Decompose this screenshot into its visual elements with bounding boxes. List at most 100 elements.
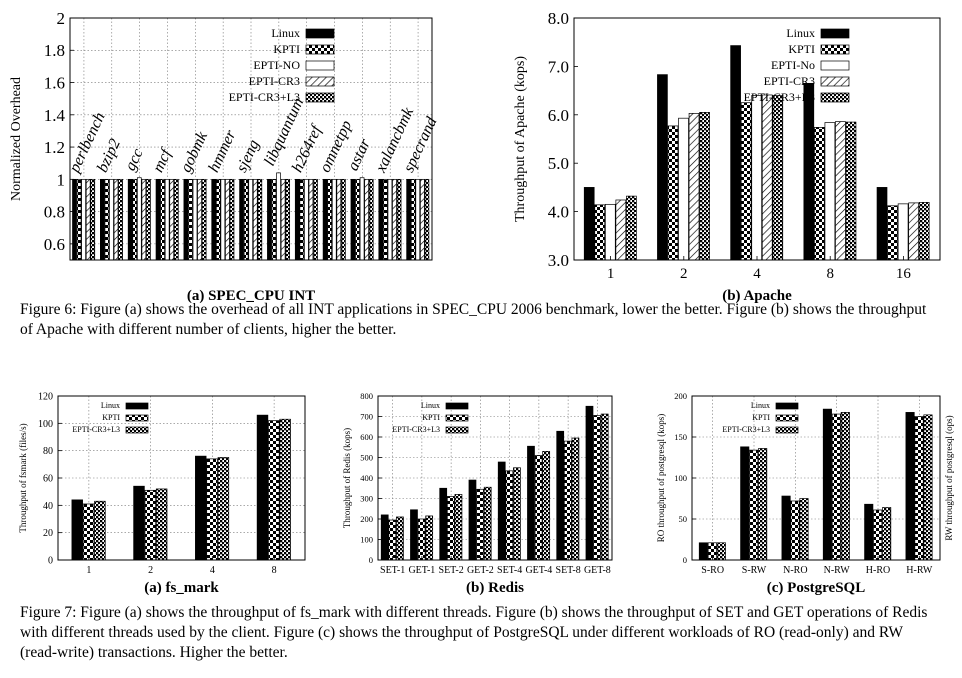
x-tick-label: GET-8 (584, 565, 611, 576)
y-tick-label: 0 (369, 555, 373, 565)
y-tick-label: 1.6 (44, 73, 65, 92)
bar (252, 178, 258, 261)
bar (160, 178, 165, 261)
bar (243, 178, 249, 261)
y-tick-label: 50 (679, 514, 688, 524)
legend: Linux KPTI EPTI-NO EPTI-CR3 EPTI-CR3+L3 (229, 26, 335, 104)
bar (341, 178, 346, 261)
legend-label: EPTI-No (771, 58, 815, 72)
x-tick-label: S-RW (742, 565, 767, 576)
plot-frame (691, 395, 941, 561)
legend-swatch (775, 402, 799, 410)
bar (781, 495, 791, 561)
bar (279, 418, 291, 561)
legend-swatch (820, 92, 850, 103)
y-axis-label: Throughput of fsmark (files/s) (18, 423, 28, 532)
bar (497, 461, 506, 561)
bar (211, 178, 217, 261)
bar (761, 94, 773, 261)
x-tick-label: 16 (896, 266, 912, 282)
bar (217, 457, 230, 561)
x-tick-label: bzip2 (94, 136, 124, 175)
bar (256, 414, 269, 561)
bar (585, 405, 594, 561)
legend-swatch (445, 414, 469, 422)
bar (513, 467, 521, 561)
y-tick-label: 2 (57, 9, 66, 28)
bar (195, 455, 207, 561)
bar (824, 122, 836, 261)
bar (758, 448, 768, 561)
figure-6-caption: Figure 6: Figure (a) shows the overhead … (20, 301, 927, 338)
bar (90, 178, 96, 261)
y-tick-label: 400 (360, 473, 373, 483)
x-tick-label: H-RW (906, 565, 933, 576)
legend-swatch (775, 414, 799, 422)
y-tick-label: 800 (360, 391, 373, 401)
legend: Linux KPTI EPTI-CR3+L3 (722, 401, 799, 434)
y-tick-label: 100 (674, 473, 687, 483)
bar (173, 178, 179, 261)
y-tick-label: 600 (360, 432, 373, 442)
bar (136, 177, 142, 261)
bar (476, 488, 484, 561)
bar (814, 127, 825, 261)
chart-title: (c) PostgreSQL (767, 580, 865, 596)
chart-title: (b) Apache (722, 288, 792, 304)
y-tick-label: 120 (38, 392, 53, 403)
bar (267, 178, 272, 261)
bar (699, 112, 710, 261)
legend-swatch (125, 402, 149, 410)
bar (392, 178, 397, 261)
y-axis-label: Normalized Overhead (9, 77, 24, 201)
bar (359, 177, 365, 261)
plot-frame (69, 17, 433, 261)
legend-label: Linux (101, 401, 120, 410)
bar (215, 178, 221, 261)
bar (141, 178, 147, 261)
bar (615, 199, 627, 261)
bar (420, 178, 425, 261)
plot-frame (573, 17, 941, 261)
x-tick-label: S-RO (701, 565, 724, 576)
y-tick-label: 1.2 (44, 138, 65, 157)
bar (882, 507, 892, 561)
legend: Linux KPTI EPTI-CR3+L3 (392, 401, 469, 434)
bar (100, 178, 105, 261)
bar (271, 178, 277, 261)
y-axis-label: Throughput of Redis (kops) (342, 428, 352, 528)
bar (417, 518, 426, 561)
bar (505, 470, 514, 561)
x-tick-label: H-RO (866, 565, 890, 576)
bar (406, 178, 411, 261)
bar (730, 45, 741, 261)
bar (127, 178, 133, 261)
bar (740, 102, 752, 261)
bar (799, 498, 809, 561)
y-tick-label: 3.0 (548, 251, 569, 270)
bar (483, 486, 492, 561)
y-tick-label: 20 (43, 528, 53, 539)
legend-label: EPTI-CR3 (764, 74, 815, 88)
bar (285, 178, 291, 261)
bar (336, 178, 342, 261)
bar (604, 203, 616, 261)
bar (542, 451, 551, 561)
x-tick-label: 2 (148, 565, 153, 576)
bar (331, 178, 337, 261)
bar (239, 178, 244, 261)
y-tick-label: 6.0 (548, 106, 569, 125)
y-tick-label: 40 (43, 501, 53, 512)
bar (908, 202, 919, 261)
bar (257, 178, 263, 261)
bar (831, 413, 841, 561)
plot-frame (377, 395, 613, 561)
bar (667, 125, 679, 261)
legend-label: Linux (786, 26, 815, 40)
y-tick-label: 5.0 (548, 154, 569, 173)
bar (155, 178, 161, 261)
y-tick-label: 0 (683, 555, 687, 565)
legend-swatch (305, 44, 335, 55)
x-tick-label: SET-2 (439, 565, 464, 576)
legend-swatch (305, 92, 335, 103)
